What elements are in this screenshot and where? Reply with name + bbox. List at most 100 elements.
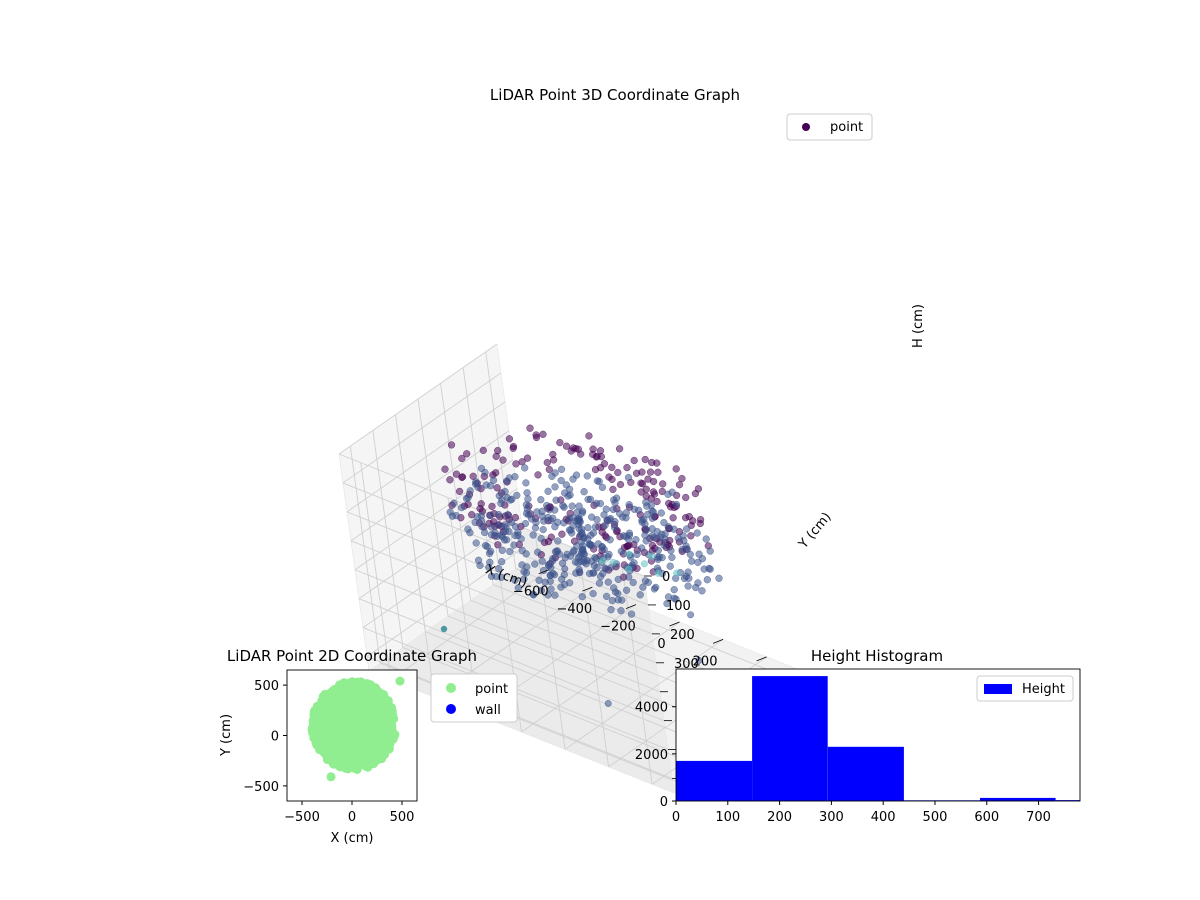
- scatter-3d-point: [498, 558, 506, 566]
- scatter-3d-point: [617, 607, 625, 615]
- scatter-3d-point: [545, 562, 553, 570]
- scatter-3d-point: [672, 595, 680, 603]
- scatter-3d-point: [521, 464, 529, 472]
- scatter-3d-point: [511, 531, 519, 540]
- scatter-3d-point: [497, 499, 505, 508]
- scatter-3d-point: [638, 468, 646, 476]
- scatter-2d-chart: LiDAR Point 2D Coordinate Graph −500 0 500…: [219, 647, 518, 846]
- scatter-3d-point: [696, 516, 705, 524]
- histogram-legend-label: Height: [1022, 682, 1065, 697]
- grid-back-z: [366, 656, 673, 779]
- scatter-2d-ytick-label: 500: [254, 679, 279, 694]
- scatter-3d-point: [702, 535, 710, 543]
- scatter-3d-point: [617, 547, 625, 556]
- scatter-2d-legend-label-wall: wall: [475, 703, 501, 718]
- scatter-3d-point: [590, 569, 598, 577]
- scatter-3d-point: [668, 553, 676, 562]
- scatter-2d-xlabel: X (cm): [331, 831, 374, 846]
- scatter-3d-points: [440, 424, 723, 707]
- scatter-3d-point: [687, 557, 696, 565]
- grid-back-z: [346, 511, 653, 635]
- scatter-3d-point: [464, 494, 472, 502]
- grid-back-x: [621, 567, 653, 785]
- scatter-3d-point: [648, 541, 657, 550]
- scatter-3d-point: [486, 547, 495, 556]
- histogram-bar: [1055, 800, 1080, 801]
- scatter-3d-point: [494, 510, 503, 519]
- histogram-legend: Height: [976, 675, 1074, 702]
- scatter-3d-point: [685, 574, 693, 583]
- scatter-3d-point: [602, 592, 611, 601]
- scatter-3d-point: [497, 531, 505, 539]
- scatter-3d-point: [605, 473, 613, 481]
- scatter-3d-point: [575, 502, 583, 510]
- scatter-2d-point: [351, 739, 360, 749]
- scatter-3d-point: [664, 593, 673, 601]
- scatter-3d-point: [535, 576, 543, 584]
- scatter-3d-point: [509, 442, 518, 451]
- scatter-3d-legend-label: point: [830, 120, 863, 135]
- scatter-3d-point: [578, 507, 587, 515]
- scatter-3d-point: [698, 555, 707, 563]
- scatter-3d-point: [638, 516, 646, 524]
- scatter-3d-point: [603, 516, 611, 524]
- scatter-3d-point: [650, 585, 659, 593]
- scatter-3d-point: [452, 511, 460, 520]
- scatter-3d-point: [664, 523, 672, 531]
- scatter-3d-point: [580, 533, 588, 541]
- scatter-2d-point: [331, 750, 341, 760]
- scatter-3d-point: [614, 575, 622, 584]
- scatter-3d-point: [560, 519, 568, 527]
- scatter-2d-point: [376, 745, 386, 755]
- scatter-3d-point: [551, 548, 560, 556]
- scatter-3d-point: [654, 555, 662, 564]
- scatter-3d-outlier: [602, 565, 610, 573]
- scatter-3d-point: [548, 557, 557, 565]
- scatter-3d-point: [520, 575, 528, 583]
- scatter-3d-point: [557, 476, 565, 485]
- histogram-plot: 0 100 200 300 400 500 600 700 0 2000 4000: [635, 668, 1081, 825]
- scatter-2d-point: [315, 702, 325, 712]
- scatter-3d-xtick: [669, 621, 680, 627]
- scatter-3d-point: [495, 565, 503, 573]
- scatter-3d-point: [648, 458, 656, 467]
- scatter-2d-point: [349, 677, 359, 687]
- scatter-3d-point: [507, 518, 516, 526]
- scatter-3d-point: [604, 578, 612, 586]
- scatter-3d-point: [499, 456, 507, 464]
- scatter-3d-point: [678, 474, 686, 483]
- scatter-3d-xtick-label: −400: [556, 602, 592, 617]
- scatter-3d-point: [466, 487, 474, 495]
- scatter-3d-point: [562, 442, 571, 450]
- scatter-3d-point: [523, 489, 531, 497]
- scatter-3d-point: [610, 496, 618, 504]
- scatter-3d-point: [698, 587, 706, 595]
- scatter-3d-xtick: [756, 656, 767, 662]
- scatter-3d-point: [589, 589, 597, 598]
- scatter-3d-point: [625, 529, 634, 537]
- scatter-2d-point: [356, 677, 366, 687]
- scatter-3d-point: [524, 495, 532, 503]
- scatter-3d-point: [511, 576, 519, 584]
- scatter-2d-plot: −500 0 500 −500 0 500: [243, 669, 418, 825]
- scatter-3d-point: [675, 481, 684, 489]
- scatter-2d-point: [349, 688, 359, 698]
- scatter-3d-point: [441, 465, 449, 473]
- scatter-3d-outlier: [673, 569, 681, 577]
- histogram-title: Height Histogram: [811, 647, 943, 665]
- histogram-legend-frame: [976, 675, 1074, 702]
- scatter-3d-point: [539, 430, 547, 438]
- scatter-3d-point: [487, 523, 496, 531]
- scatter-3d-point: [458, 473, 467, 481]
- scatter-3d-point: [557, 465, 566, 473]
- scatter-2d-ytick-label: −500: [243, 780, 279, 795]
- scatter-3d-point: [616, 480, 625, 489]
- scatter-3d-point: [565, 485, 574, 493]
- scatter-3d-point: [616, 509, 624, 518]
- scatter-2d-point: [339, 750, 349, 760]
- scatter-3d-point: [537, 496, 545, 504]
- scatter-3d-point: [715, 574, 723, 582]
- scatter-3d-point: [638, 480, 647, 488]
- scatter-3d-point: [569, 548, 577, 556]
- histogram-ytick-label: 4000: [635, 701, 668, 716]
